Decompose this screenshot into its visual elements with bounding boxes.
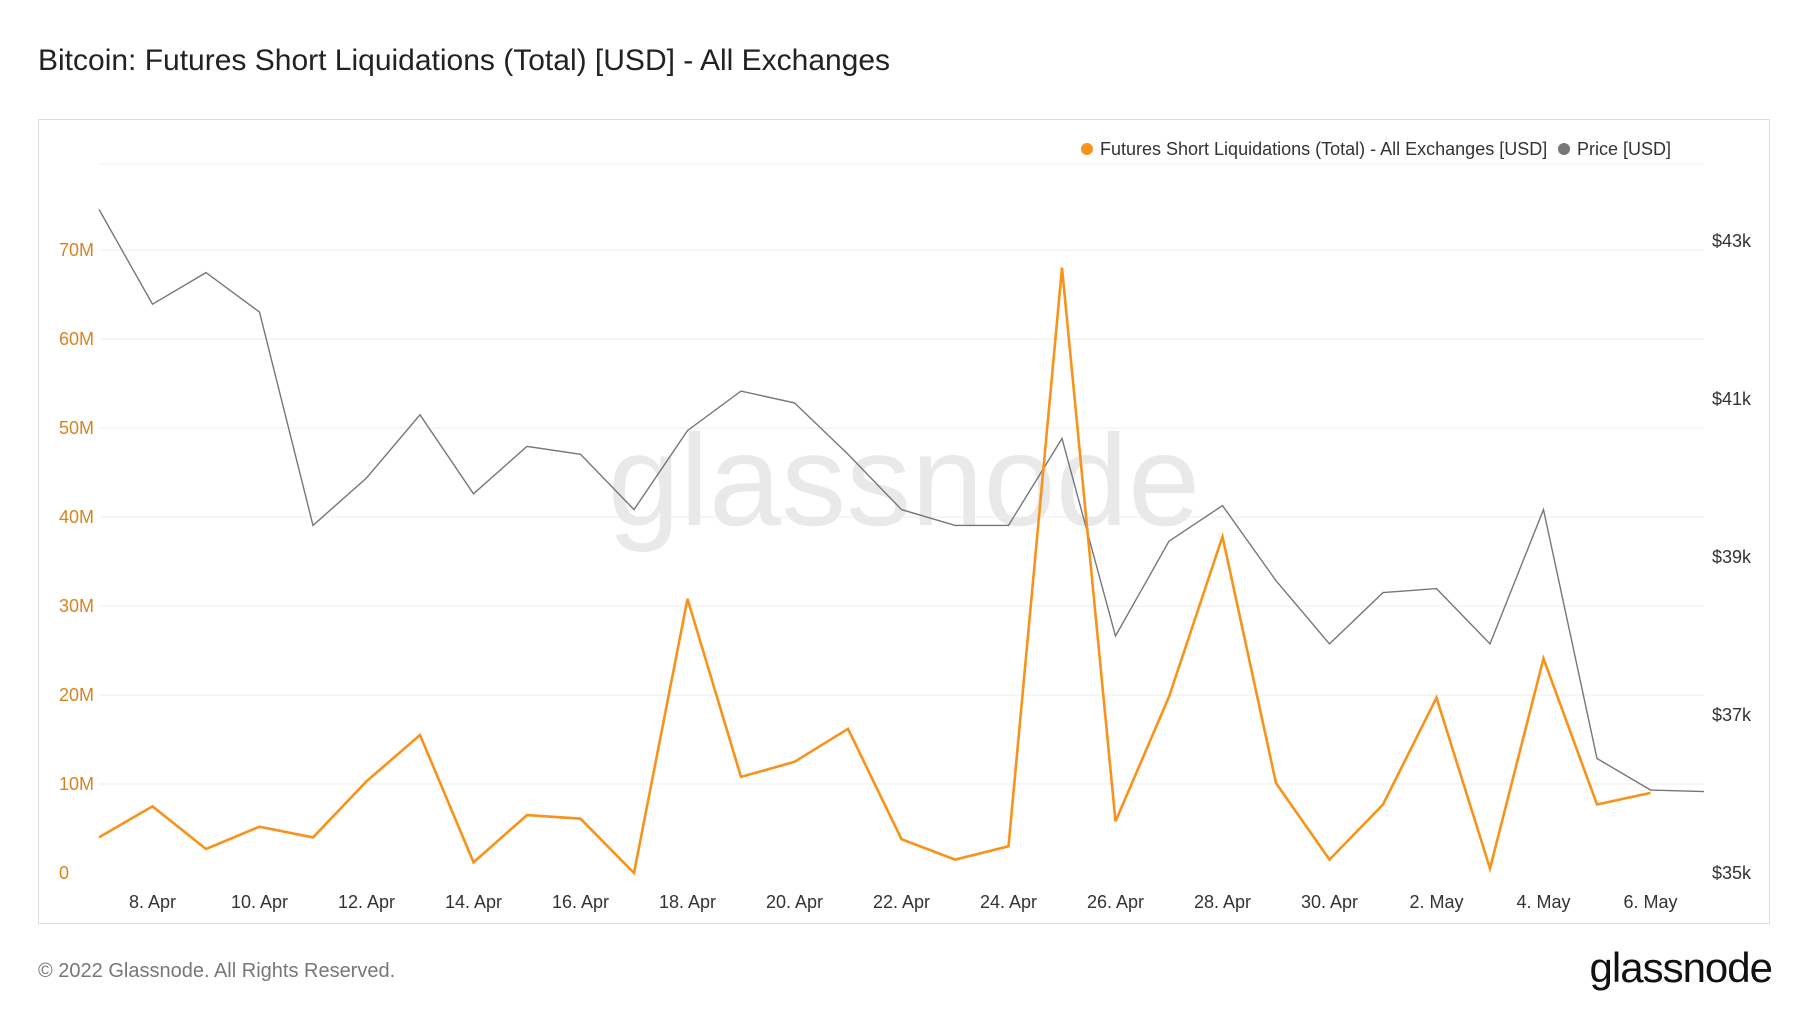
right-axis-tick-label: $41k [1712, 389, 1752, 409]
left-axis-tick-label: 30M [59, 596, 94, 616]
legend-marker-liquidations [1081, 143, 1093, 155]
left-axis-tick-label: 10M [59, 774, 94, 794]
x-axis-tick-label: 2. May [1409, 892, 1463, 912]
watermark: glassnode [608, 407, 1201, 553]
x-axis-tick-label: 18. Apr [659, 892, 716, 912]
left-axis-tick-label: 50M [59, 418, 94, 438]
x-axis-tick-label: 28. Apr [1194, 892, 1251, 912]
chart: glassnode 0 10M 20M 30M 40M 50M 60M 70M $35k $37… [59, 139, 1752, 912]
x-axis-tick-label: 10. Apr [231, 892, 288, 912]
legend: Futures Short Liquidations (Total) - All… [1081, 139, 1671, 159]
left-axis-ticks: 0 10M 20M 30M 40M 50M 60M 70M [59, 240, 94, 883]
x-axis-tick-label: 6. May [1623, 892, 1677, 912]
x-axis-tick-label: 26. Apr [1087, 892, 1144, 912]
x-axis-tick-label: 30. Apr [1301, 892, 1358, 912]
footer-copyright: © 2022 Glassnode. All Rights Reserved. [38, 960, 396, 982]
chart-frame: glassnode 0 10M 20M 30M 40M 50M 60M 70M $35k $37… [38, 119, 1770, 924]
x-axis-tick-label: 16. Apr [552, 892, 609, 912]
right-axis-tick-label: $43k [1712, 231, 1752, 251]
legend-label-price[interactable]: Price [USD] [1577, 139, 1671, 159]
series-line-liquidations [98, 267, 1651, 876]
legend-marker-price [1558, 143, 1570, 155]
left-axis-tick-label: 40M [59, 507, 94, 527]
x-axis-ticks: 8. Apr 10. Apr 12. Apr 14. Apr 16. Apr 18. Ap… [129, 892, 1678, 912]
series-line-price [98, 209, 1705, 793]
x-axis-tick-label: 4. May [1516, 892, 1570, 912]
legend-label-liquidations[interactable]: Futures Short Liquidations (Total) - All… [1100, 139, 1547, 159]
x-axis-tick-label: 12. Apr [338, 892, 395, 912]
left-axis-tick-label: 0 [59, 863, 69, 883]
right-axis-tick-label: $37k [1712, 705, 1752, 725]
left-axis-tick-label: 60M [59, 329, 94, 349]
left-axis-tick-label: 20M [59, 685, 94, 705]
x-axis-tick-label: 8. Apr [129, 892, 176, 912]
x-axis-tick-label: 20. Apr [766, 892, 823, 912]
left-axis-tick-label: 70M [59, 240, 94, 260]
x-axis-tick-label: 14. Apr [445, 892, 502, 912]
x-axis-tick-label: 24. Apr [980, 892, 1037, 912]
grid-lines [99, 163, 1704, 785]
page-title: Bitcoin: Futures Short Liquidations (Tot… [38, 44, 891, 77]
right-axis-tick-label: $35k [1712, 863, 1752, 883]
right-axis-ticks: $35k $37k $39k $41k $43k [1712, 231, 1752, 883]
x-axis-tick-label: 22. Apr [873, 892, 930, 912]
right-axis-tick-label: $39k [1712, 547, 1752, 567]
glassnode-logo[interactable]: glassnode [1589, 944, 1773, 991]
series-lines [98, 209, 1705, 876]
